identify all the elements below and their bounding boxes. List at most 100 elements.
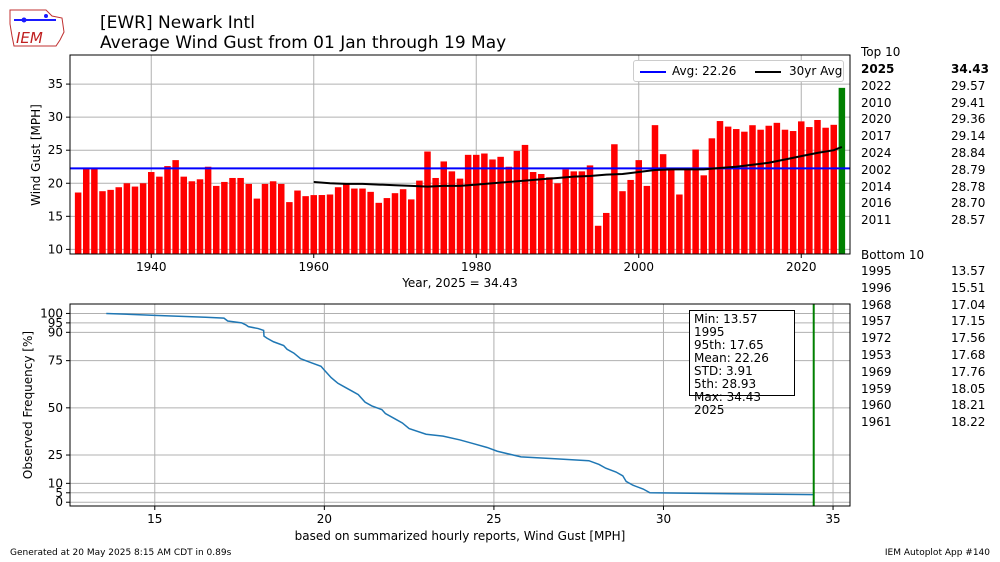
bar-1952 bbox=[245, 183, 252, 254]
bottom10-row: 1972 17.56 bbox=[861, 331, 996, 348]
bar-1969 bbox=[383, 198, 391, 254]
bar-1989 bbox=[546, 177, 553, 254]
cdf-y-tick-label: 50 bbox=[48, 401, 63, 415]
top10-value: 28.70 bbox=[951, 196, 986, 211]
bar-1971 bbox=[399, 189, 407, 254]
stat-95th: 95th: 17.65 bbox=[694, 338, 764, 352]
cdf-y-tick-label: 100 bbox=[40, 306, 63, 320]
top10-value: 28.78 bbox=[951, 179, 986, 194]
bottom10-row: 1961 18.22 bbox=[861, 415, 996, 432]
cdf-x-tick-label: 35 bbox=[825, 512, 840, 526]
cdf-x-tick-label: 25 bbox=[486, 512, 501, 526]
top10-year: 2024 bbox=[861, 145, 892, 160]
bar-1960 bbox=[310, 195, 317, 254]
bottom10-row: 1957 17.15 bbox=[861, 314, 996, 331]
bar-1963 bbox=[334, 187, 342, 254]
top10-year: 2010 bbox=[861, 95, 892, 110]
bar-1937 bbox=[123, 183, 131, 254]
bar-2014 bbox=[749, 125, 756, 254]
bar-1933 bbox=[91, 168, 98, 254]
top10-row: 2002 28.79 bbox=[861, 163, 996, 180]
app-id-footer: IEM Autoplot App #140 bbox=[884, 548, 990, 558]
bar-2006 bbox=[684, 170, 691, 254]
top10-year: 2022 bbox=[861, 78, 892, 93]
bar-x-tick-label: 1980 bbox=[461, 260, 492, 274]
bar-1993 bbox=[578, 171, 586, 254]
bar-2000 bbox=[635, 160, 642, 254]
stat-5th: 5th: 28.93 bbox=[694, 377, 757, 391]
top10-row: 2024 28.84 bbox=[861, 146, 996, 163]
bar-2017 bbox=[773, 122, 781, 254]
top10-value: 29.57 bbox=[951, 78, 986, 93]
top10-value: 28.57 bbox=[951, 213, 986, 228]
bar-1987 bbox=[529, 172, 537, 254]
bar-1962 bbox=[326, 194, 334, 254]
bar-1981 bbox=[481, 153, 488, 254]
bar-1990 bbox=[554, 183, 561, 254]
stat-max: Max: 34.43 2025 bbox=[694, 390, 762, 417]
top10-list: 2025 34.43 2022 29.57 2010 29.41 2020 29.36 2017… bbox=[861, 62, 996, 230]
top10-row: 2014 28.78 bbox=[861, 180, 996, 197]
bar-chart: 1940 1960 1980 2000 2020 10 15 20 25 30 35 Wind Gu… bbox=[29, 54, 851, 290]
bar-1995 bbox=[594, 225, 602, 254]
top10-value: 29.36 bbox=[951, 112, 986, 127]
top10-row: 2022 29.57 bbox=[861, 79, 996, 96]
bar-1949 bbox=[221, 181, 228, 254]
bar-1957 bbox=[286, 202, 293, 254]
top10-row: 2016 28.70 bbox=[861, 196, 996, 213]
bottom10-row: 1960 18.21 bbox=[861, 398, 996, 415]
legend-climo-label: 30yr Avg bbox=[789, 64, 843, 78]
bottom10-heading: Bottom 10 bbox=[861, 248, 925, 262]
cdf-y-tick-label: 95 bbox=[48, 316, 63, 330]
legend-avg-swatch bbox=[640, 71, 666, 73]
top10-value: 28.84 bbox=[951, 145, 986, 160]
top10-heading: Top 10 bbox=[861, 45, 901, 59]
legend-climo-swatch bbox=[755, 71, 781, 73]
bar-1985 bbox=[513, 150, 521, 254]
bar-y-tick-label: 35 bbox=[48, 77, 63, 91]
top10-year: 2016 bbox=[861, 196, 892, 211]
bar-1978 bbox=[456, 178, 464, 254]
stat-mean: Mean: 22.26 bbox=[694, 351, 769, 365]
bottom10-value: 17.15 bbox=[951, 314, 986, 329]
bar-1966 bbox=[359, 188, 366, 254]
bottom10-row: 1969 17.76 bbox=[861, 365, 996, 382]
bottom10-value: 17.56 bbox=[951, 331, 986, 346]
bar-2008 bbox=[700, 175, 707, 254]
bar-y-tick-label: 20 bbox=[48, 176, 63, 190]
bottom10-value: 17.76 bbox=[951, 364, 986, 379]
frequency-y-axis-label: Observed Frequency [%] bbox=[21, 331, 35, 479]
bottom10-value: 17.68 bbox=[951, 347, 986, 362]
legend-avg-label: Avg: 22.26 bbox=[672, 64, 737, 78]
bar-1958 bbox=[294, 190, 301, 254]
cdf-y-tick-label: 90 bbox=[48, 325, 63, 339]
top10-row: 2017 29.14 bbox=[861, 129, 996, 146]
bar-2015 bbox=[757, 129, 764, 254]
bar-2021 bbox=[806, 127, 813, 254]
cdf-y-tick-label: 25 bbox=[48, 448, 63, 462]
frequency-x-axis-label: based on summarized hourly reports, Wind… bbox=[295, 529, 626, 543]
bar-x-tick-label: 2020 bbox=[786, 260, 817, 274]
bar-1964 bbox=[343, 183, 350, 254]
bottom10-value: 18.21 bbox=[951, 398, 986, 413]
bar-1943 bbox=[172, 160, 179, 254]
bar-1986 bbox=[521, 144, 529, 254]
bar-1935 bbox=[107, 189, 114, 254]
bottom10-row: 1959 18.05 bbox=[861, 382, 996, 399]
bar-1950 bbox=[229, 177, 236, 254]
cdf-y-tick-label: 10 bbox=[48, 476, 63, 490]
iem-logo: IEM bbox=[9, 9, 65, 47]
bottom10-year: 1957 bbox=[861, 314, 892, 329]
cdf-y-tick-label: 0 bbox=[55, 495, 63, 509]
bar-2002 bbox=[651, 125, 659, 254]
bar-2022 bbox=[814, 119, 821, 254]
bar-1956 bbox=[278, 183, 285, 254]
bar-1979 bbox=[464, 154, 472, 254]
bar-2016 bbox=[765, 125, 772, 254]
top10-row: 2025 34.43 bbox=[861, 62, 996, 79]
bottom10-value: 13.57 bbox=[951, 264, 986, 278]
bottom10-year: 1972 bbox=[861, 331, 892, 346]
generated-footer: Generated at 20 May 2025 8:15 AM CDT in … bbox=[10, 548, 232, 558]
cdf-x-tick-label: 30 bbox=[656, 512, 671, 526]
top10-value: 34.43 bbox=[951, 62, 989, 76]
